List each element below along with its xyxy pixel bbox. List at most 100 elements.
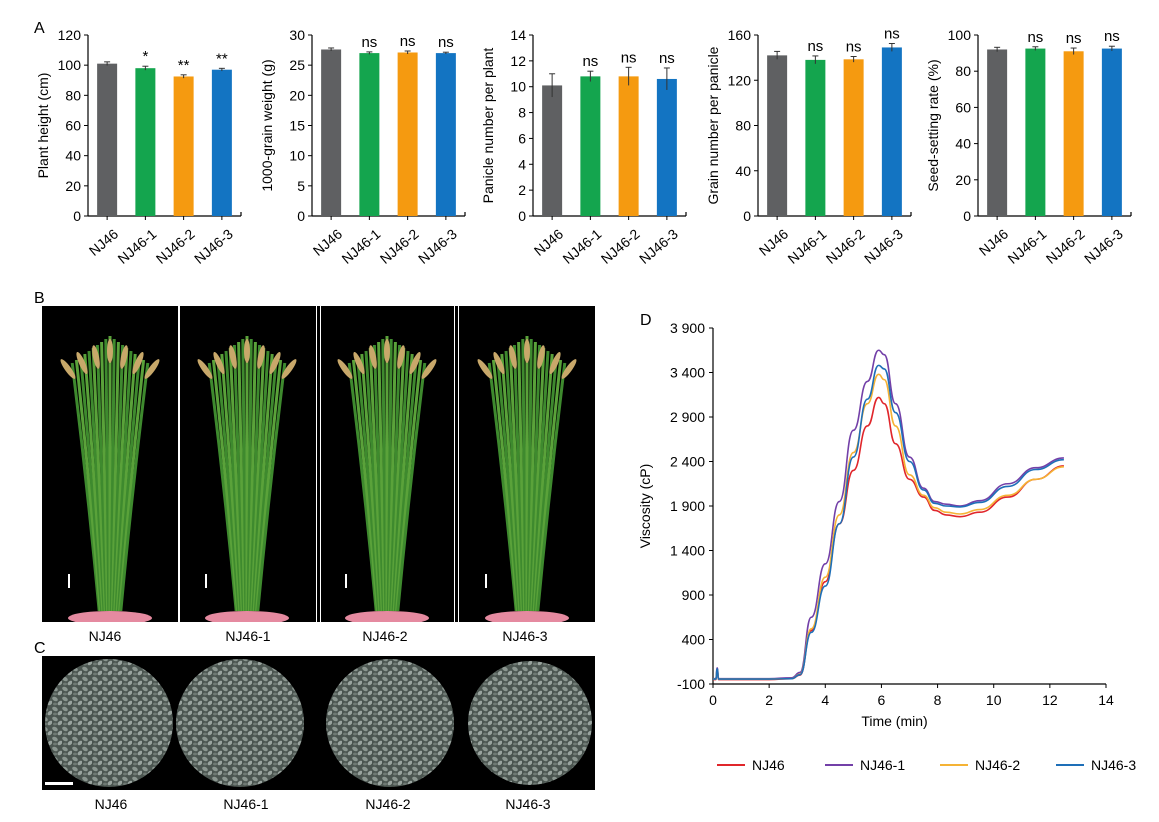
bar-nj46-1 [1025,48,1046,217]
bar-nj46 [97,63,118,217]
photo-c-label-nj46: NJ46 [94,796,128,812]
y-tick-label: 20 [955,172,971,188]
leaf [532,353,554,612]
leaf [253,356,278,612]
leaf [249,344,262,612]
leaf [247,341,257,612]
x-tick-label: 14 [1098,692,1114,708]
rice-plant-4 [477,336,577,622]
leaf [386,338,393,612]
leaf [211,359,239,612]
panicle [369,345,377,369]
x-tick-label: NJ46-3 [1081,226,1126,267]
leaf [237,341,247,612]
y-tick-label: 0 [297,208,305,224]
y-tick-label: 40 [955,136,971,152]
y-tick-label: 160 [728,27,752,43]
bar-nj46-3 [211,69,232,216]
leaf [526,338,533,612]
leaf [83,353,105,612]
leaf [393,356,418,612]
leaf [356,356,381,612]
photo-b-label-nj46-3: NJ46-3 [502,628,548,644]
y-tick-label: 40 [65,148,81,164]
scale-bar [68,574,70,588]
x-tick-label: NJ46-2 [598,226,643,267]
y-tick-label: 3 900 [670,320,705,336]
leaf [109,338,116,612]
panel-label-b: B [34,290,45,307]
legend-label-nj46: NJ46 [752,757,785,773]
x-tick-label: NJ46-3 [415,226,460,267]
bar-nj46-3 [1101,48,1122,217]
leaf [79,356,104,612]
line-nj46-1 [712,349,1064,680]
y-tick-label: 14 [510,27,526,43]
panicle [269,351,281,375]
panicle [337,359,353,379]
rice-plant-2 [197,336,297,622]
significance-nj46-2: ns [400,33,416,50]
y-tick-label: 10 [289,148,305,164]
y-tick-label: -100 [677,676,705,692]
y-tick-label: 1 400 [670,543,705,559]
line-nj46-3 [712,364,1064,680]
legend-label-nj46-1: NJ46-1 [860,757,905,773]
panicle [549,351,561,375]
y-tick-label: 2 400 [670,454,705,470]
x-tick-label: NJ46-1 [785,226,830,267]
panicle [92,345,100,369]
scale-bar [345,574,347,588]
leaf [390,347,406,612]
leaf [395,359,423,612]
leaf [536,362,567,612]
bar-nj46-1 [580,76,601,216]
x-tick-label: NJ46-1 [1005,226,1050,267]
y-tick-label: 15 [289,118,305,134]
significance-nj46-3: ns [659,50,675,67]
bar-nj46-3 [435,53,456,216]
bar-nj46-2 [397,52,418,216]
leaf [396,362,427,612]
significance-nj46-2: ** [178,57,190,74]
panicle [537,345,545,369]
leaf [110,341,120,612]
panicle [477,359,493,379]
y-tick-label: 4 [518,156,526,172]
y-tick-label: 0 [963,208,971,224]
leaf [250,347,266,612]
x-tick-label: NJ46-2 [377,226,422,267]
scale-bar [485,574,487,588]
panicle [213,351,225,375]
y-axis-label: Plant height (cm) [35,73,51,179]
panicle [524,339,530,363]
flower-pot [345,611,429,622]
photo-c-label-nj46-1: NJ46-1 [223,796,269,812]
x-tick-label: NJ46-3 [861,226,906,267]
leaf [116,356,141,612]
leaf [377,341,387,612]
bar-nj46-2 [173,76,194,217]
photo-b-label-nj46-2: NJ46-2 [362,628,408,644]
x-tick-label: NJ46-1 [339,226,384,267]
bar-nj46-2 [843,59,864,217]
rice-grains-photo [42,656,595,790]
panicle [384,339,390,363]
significance-nj46-3: ns [884,25,900,42]
x-tick-label: 12 [1042,692,1058,708]
leaf [387,341,397,612]
leaf [500,353,522,612]
panicle [561,359,577,379]
y-tick-label: 0 [73,208,81,224]
leaf [360,353,382,612]
significance-nj46-3: ns [438,34,454,51]
y-tick-label: 400 [682,632,706,648]
leaf [100,341,110,612]
y-tick-label: 40 [735,163,751,179]
rice-plants-photo [42,306,595,622]
significance-nj46-1: ns [1027,29,1043,46]
leaf [491,359,519,612]
rice-plant-1 [60,336,160,622]
